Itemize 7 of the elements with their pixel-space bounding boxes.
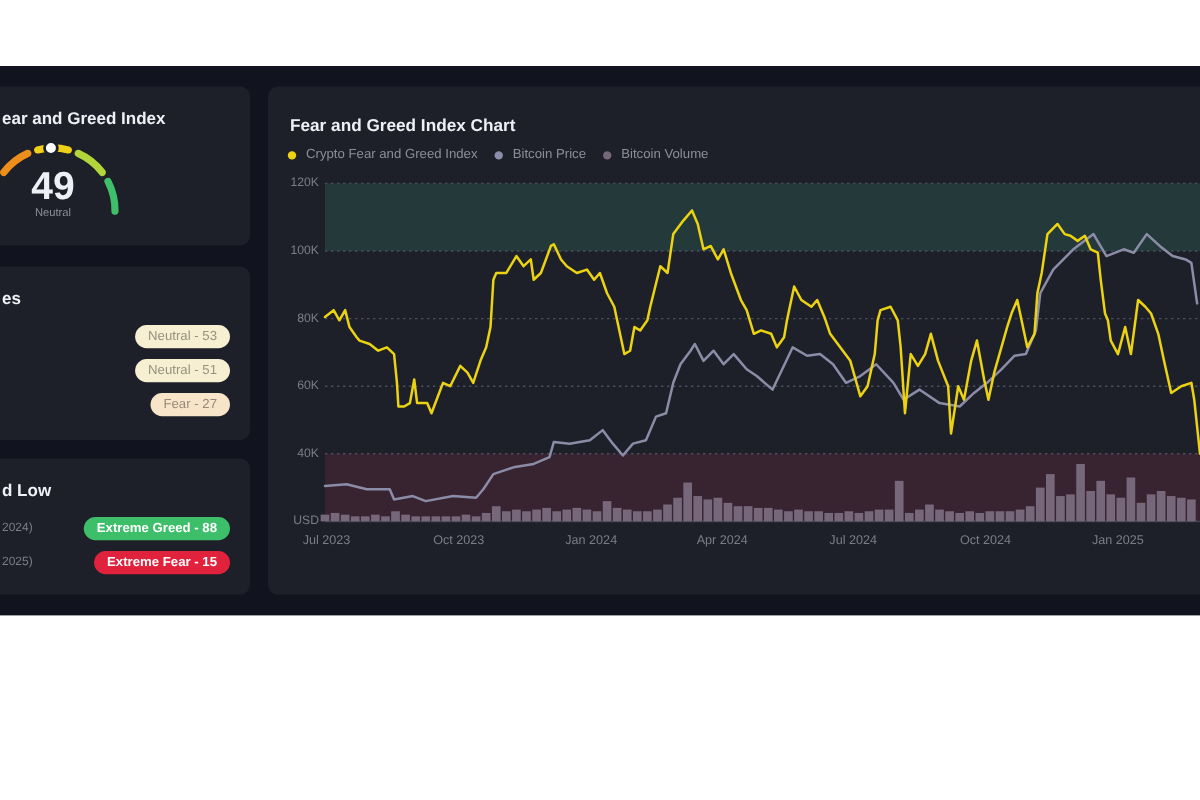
line-series <box>323 209 1200 456</box>
text: es <box>2 288 22 308</box>
text: d Low <box>2 480 52 500</box>
text: ear and Greed Index <box>2 108 166 128</box>
chart-title: Fear and Greed Index Chart <box>290 114 516 135</box>
text: 49 <box>31 165 75 209</box>
line-series <box>323 232 1199 503</box>
